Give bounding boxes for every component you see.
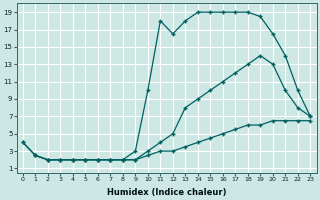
X-axis label: Humidex (Indice chaleur): Humidex (Indice chaleur): [107, 188, 226, 197]
